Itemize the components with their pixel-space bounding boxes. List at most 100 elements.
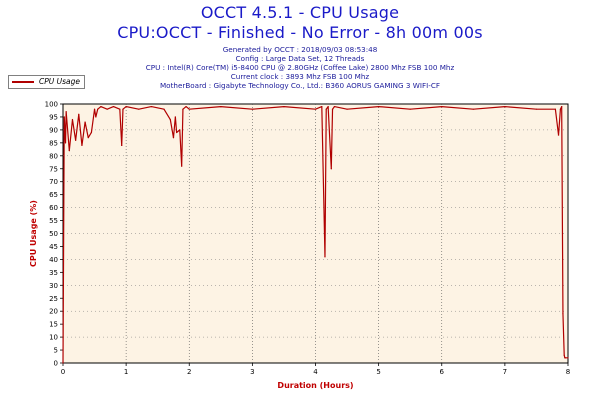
legend-swatch: [12, 81, 34, 83]
info-config: Config : Large Data Set, 12 Threads: [235, 54, 365, 63]
series-point: [557, 134, 560, 136]
y-tick-label: 35: [49, 269, 58, 277]
series-point: [330, 168, 332, 170]
series-point: [75, 139, 77, 141]
chart-title: OCCT 4.5.1 - CPU Usage: [200, 3, 400, 22]
series-point: [535, 108, 538, 110]
y-tick-label: 20: [49, 308, 58, 316]
x-tick-label: 7: [503, 368, 507, 376]
series-point: [346, 108, 348, 110]
series-point: [567, 357, 569, 359]
series-point: [251, 108, 253, 110]
y-tick-label: 40: [49, 256, 58, 264]
info-clock: Current clock : 3893 Mhz FSB 100 Mhz: [230, 72, 370, 81]
series-point: [504, 105, 506, 108]
series-point: [119, 108, 121, 110]
series-point: [176, 131, 178, 134]
y-tick-label: 50: [49, 230, 58, 238]
series-point: [68, 150, 70, 152]
series-point: [561, 105, 563, 108]
series-point: [559, 108, 562, 110]
y-tick-label: 15: [49, 321, 58, 329]
series-point: [125, 105, 127, 108]
x-tick-label: 1: [124, 368, 128, 376]
x-tick-label: 8: [566, 368, 570, 376]
series-point: [64, 142, 67, 144]
x-tick-label: 3: [250, 368, 254, 376]
y-tick-label: 55: [49, 217, 58, 225]
y-tick-label: 45: [49, 243, 58, 251]
series-point: [325, 108, 327, 110]
x-tick-label: 2: [187, 368, 191, 376]
series-point: [163, 108, 165, 110]
series-point: [472, 108, 474, 110]
series-point: [100, 105, 102, 108]
series-point: [441, 105, 443, 108]
series-point: [562, 313, 564, 315]
series-point: [409, 108, 411, 110]
info-motherboard: MotherBoard : Gigabyte Technology Co., L…: [159, 81, 440, 90]
x-axis-title: Duration (Hours): [277, 381, 353, 390]
y-tick-label: 85: [49, 139, 58, 147]
info-block: Generated by OCCT : 2018/09/03 08:53:48 …: [0, 45, 600, 90]
series-point: [84, 121, 86, 123]
legend: CPU Usage: [8, 75, 85, 89]
series-point: [112, 105, 115, 108]
y-tick-label: 90: [49, 126, 58, 134]
y-tick-label: 60: [49, 204, 58, 212]
series-point: [90, 131, 93, 134]
y-tick-label: 10: [49, 334, 58, 342]
series-point: [106, 108, 108, 110]
series-point: [321, 105, 323, 108]
y-tick-label: 0: [54, 360, 58, 368]
series-point: [283, 105, 285, 108]
series-point: [172, 137, 175, 139]
series-point: [314, 108, 317, 110]
series-point: [564, 357, 567, 359]
y-axis-title: CPU Usage (%): [29, 200, 38, 267]
series-point: [174, 116, 176, 118]
series-point: [182, 108, 184, 110]
series-point: [324, 256, 326, 258]
series-point: [97, 108, 99, 110]
y-tick-label: 95: [49, 113, 58, 121]
info-generated: Generated by OCCT : 2018/09/03 08:53:48: [222, 45, 378, 54]
y-tick-label: 75: [49, 165, 58, 173]
series-point: [188, 108, 190, 110]
series-point: [71, 118, 74, 121]
series-point: [62, 362, 64, 364]
y-tick-label: 65: [49, 191, 58, 199]
x-tick-label: 0: [61, 368, 65, 376]
series-point: [93, 108, 96, 110]
series-point: [181, 165, 183, 167]
series-point: [150, 105, 152, 108]
y-tick-label: 30: [49, 282, 58, 290]
chart-subtitle: CPU:OCCT - Finished - No Error - 8h 00m …: [117, 23, 483, 42]
series-point: [65, 111, 67, 113]
series-point: [327, 105, 329, 108]
x-tick-label: 5: [376, 368, 380, 376]
series-point: [122, 108, 124, 110]
series-point: [378, 105, 380, 108]
series-point: [333, 105, 336, 108]
y-tick-label: 25: [49, 295, 58, 303]
x-tick-label: 6: [440, 368, 445, 376]
series-point: [63, 116, 65, 118]
series-point: [121, 144, 123, 147]
info-cpu: CPU : Intel(R) Core(TM) i5-8400 CPU @ 2.…: [145, 63, 455, 72]
y-tick-label: 5: [54, 347, 58, 355]
series-point: [554, 108, 556, 110]
series-point: [81, 144, 83, 147]
series-point: [78, 113, 80, 115]
series-point: [563, 354, 565, 356]
series-point: [95, 116, 97, 118]
y-tick-label: 70: [49, 178, 58, 186]
x-tick-label: 4: [313, 368, 318, 376]
y-tick-label: 100: [45, 101, 58, 109]
legend-label: CPU Usage: [39, 77, 81, 86]
y-tick-label: 80: [49, 152, 58, 160]
series-point: [331, 108, 334, 110]
series-point: [179, 129, 181, 131]
series-point: [87, 137, 89, 139]
